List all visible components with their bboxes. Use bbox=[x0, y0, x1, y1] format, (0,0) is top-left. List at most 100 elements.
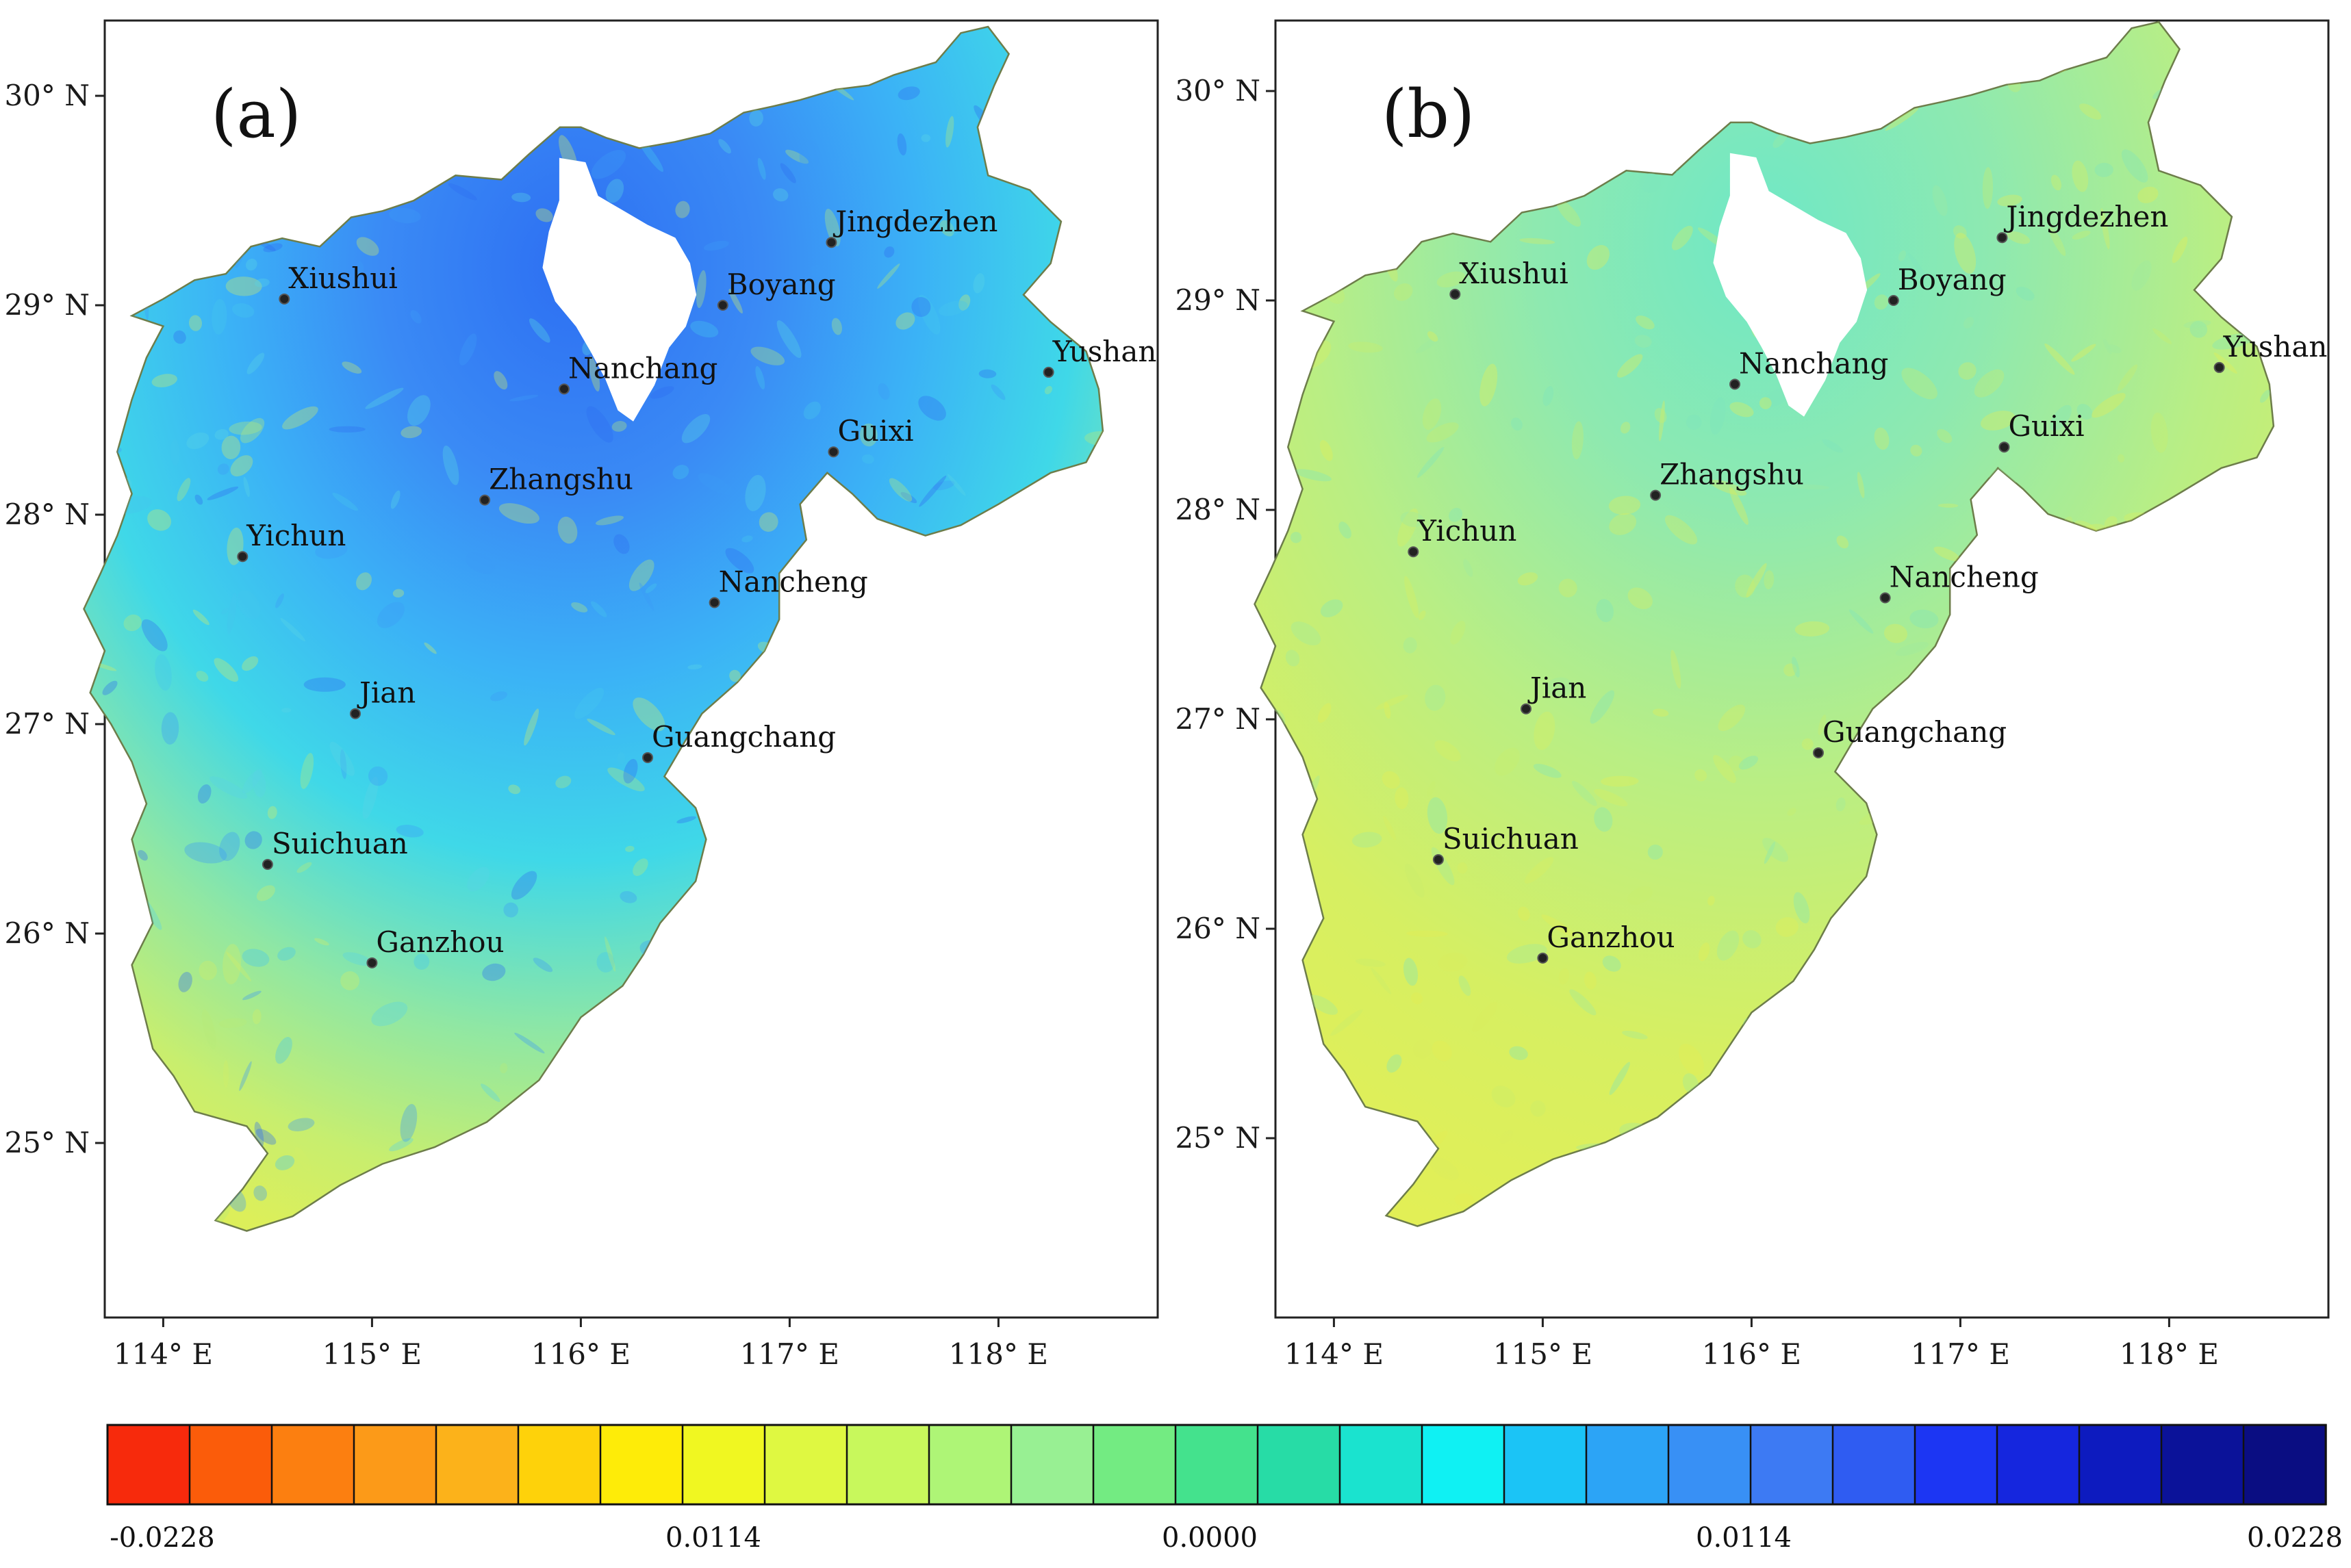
colorbar-swatch bbox=[188, 1424, 273, 1506]
lon-tick-label: 115° E bbox=[322, 1337, 422, 1371]
lon-tick-label: 116° E bbox=[1702, 1337, 1801, 1371]
colorbar-swatch bbox=[599, 1424, 684, 1506]
city-label: Guixi bbox=[2008, 409, 2084, 443]
city-label: Nanchang bbox=[1739, 346, 1888, 380]
city-marker bbox=[366, 957, 378, 968]
city-marker bbox=[828, 446, 839, 458]
city-marker bbox=[1537, 952, 1549, 964]
colorbar-swatch bbox=[1667, 1424, 1752, 1506]
colorbar-swatch bbox=[1092, 1424, 1177, 1506]
lat-tick-label: 26° N bbox=[4, 916, 90, 950]
city-marker bbox=[1888, 295, 1899, 306]
colorbar-swatch bbox=[2242, 1424, 2327, 1506]
panel-label: (b) bbox=[1382, 76, 1475, 153]
colorbar-swatch bbox=[1421, 1424, 1505, 1506]
city-label: Ganzhou bbox=[1547, 921, 1675, 954]
colorbar-swatch bbox=[681, 1424, 766, 1506]
city-label: Zhangshu bbox=[489, 463, 633, 496]
lon-tick-label: 118° E bbox=[949, 1337, 1048, 1371]
lat-tick-label: 25° N bbox=[4, 1126, 90, 1159]
colorbar-label: 0.0114 bbox=[665, 1522, 761, 1554]
lon-tick-label: 114° E bbox=[1284, 1337, 1384, 1371]
city-marker bbox=[1432, 854, 1444, 866]
lat-tick-label: 26° N bbox=[1175, 912, 1260, 945]
lat-tick-label: 29° N bbox=[1175, 283, 1260, 317]
lat-tick-label: 27° N bbox=[4, 707, 90, 741]
city-marker bbox=[2213, 361, 2225, 373]
city-label: Zhangshu bbox=[1660, 458, 1804, 491]
colorbar-swatch bbox=[1174, 1424, 1259, 1506]
city-marker bbox=[642, 751, 653, 763]
lon-tick-label: 115° E bbox=[1493, 1337, 1592, 1371]
panel-label: (a) bbox=[211, 76, 301, 153]
colorbar-swatch bbox=[1749, 1424, 1834, 1506]
colorbar-swatch bbox=[763, 1424, 848, 1506]
colorbar-label: 0.0114 bbox=[1696, 1522, 1792, 1554]
city-marker bbox=[717, 300, 728, 311]
lon-tick-label: 118° E bbox=[2120, 1337, 2219, 1371]
colorbar-swatch bbox=[1256, 1424, 1341, 1506]
city-label: Yichun bbox=[246, 519, 346, 552]
colorbar-swatch bbox=[1831, 1424, 1916, 1506]
lat-tick-label: 28° N bbox=[1175, 493, 1260, 526]
province-shape bbox=[83, 25, 1104, 1232]
city-marker bbox=[479, 494, 491, 506]
colorbar-label: 0.0228 bbox=[2247, 1522, 2343, 1554]
province-shape bbox=[1254, 21, 2275, 1227]
lat-tick-label: 28° N bbox=[4, 498, 90, 531]
city-label: Guangchang bbox=[1822, 715, 2007, 749]
city-marker bbox=[1408, 546, 1419, 558]
city-marker bbox=[1449, 288, 1461, 300]
city-marker bbox=[1729, 378, 1740, 390]
city-marker bbox=[1996, 232, 2008, 244]
city-label: Suichuan bbox=[272, 827, 408, 860]
city-label: Nancheng bbox=[1890, 561, 2039, 594]
city-marker bbox=[262, 859, 273, 871]
lon-tick-label: 117° E bbox=[740, 1337, 839, 1371]
colorbar-swatch bbox=[270, 1424, 355, 1506]
city-marker bbox=[237, 551, 249, 563]
colorbar-label: 0.0000 bbox=[1162, 1522, 1258, 1554]
colorbar-swatch bbox=[106, 1424, 191, 1506]
lat-tick-label: 30° N bbox=[1175, 74, 1260, 107]
lat-tick-label: 29° N bbox=[4, 288, 90, 322]
lon-tick-label: 117° E bbox=[1911, 1337, 2010, 1371]
city-marker bbox=[1043, 366, 1054, 378]
city-marker bbox=[1879, 592, 1891, 604]
city-label: Jingdezhen bbox=[2003, 200, 2168, 233]
map-panel-b: 30° N 29° N 28° N 27° N 26° N 25° N 114° E 115°… bbox=[1175, 19, 2330, 1371]
city-marker bbox=[350, 708, 361, 719]
colorbar-swatch bbox=[1996, 1424, 2081, 1506]
map-panel-a: 30° N 29° N 28° N 27° N 26° N 25° N 114° E 115°… bbox=[4, 19, 1159, 1371]
colorbar-swatch bbox=[1010, 1424, 1095, 1506]
city-label: Nanchang bbox=[568, 351, 717, 385]
city-marker bbox=[1998, 441, 2010, 453]
colorbar-swatch bbox=[2160, 1424, 2245, 1506]
city-label: Nancheng bbox=[719, 565, 868, 599]
city-label: Guixi bbox=[837, 414, 913, 448]
city-marker bbox=[1650, 489, 1662, 501]
lon-tick-label: 116° E bbox=[531, 1337, 631, 1371]
lon-tick-label: 114° E bbox=[114, 1337, 213, 1371]
poyang-lake bbox=[542, 157, 697, 422]
poyang-lake bbox=[1713, 153, 1868, 417]
city-marker bbox=[1521, 703, 1532, 715]
lat-tick-label: 30° N bbox=[4, 79, 90, 112]
city-label: Guangchang bbox=[652, 720, 836, 754]
city-label: Yushan bbox=[1052, 335, 1157, 368]
city-label: Xiushui bbox=[288, 261, 397, 295]
city-label: Boyang bbox=[1898, 263, 2007, 296]
colorbar-swatch bbox=[2078, 1424, 2163, 1506]
city-marker bbox=[1813, 747, 1824, 758]
city-marker bbox=[279, 293, 290, 305]
lat-tick-label: 25° N bbox=[1175, 1121, 1260, 1155]
colorbar: -0.0228 0.0114 0.0000 0.0114 0.0228 bbox=[106, 1424, 2343, 1554]
colorbar-swatch bbox=[846, 1424, 930, 1506]
city-label: Ganzhou bbox=[376, 925, 504, 959]
city-marker bbox=[559, 383, 570, 395]
colorbar-swatch bbox=[1585, 1424, 1670, 1506]
city-marker bbox=[826, 237, 837, 248]
city-label: Xiushui bbox=[1459, 257, 1568, 290]
lat-tick-label: 27° N bbox=[1175, 702, 1260, 736]
